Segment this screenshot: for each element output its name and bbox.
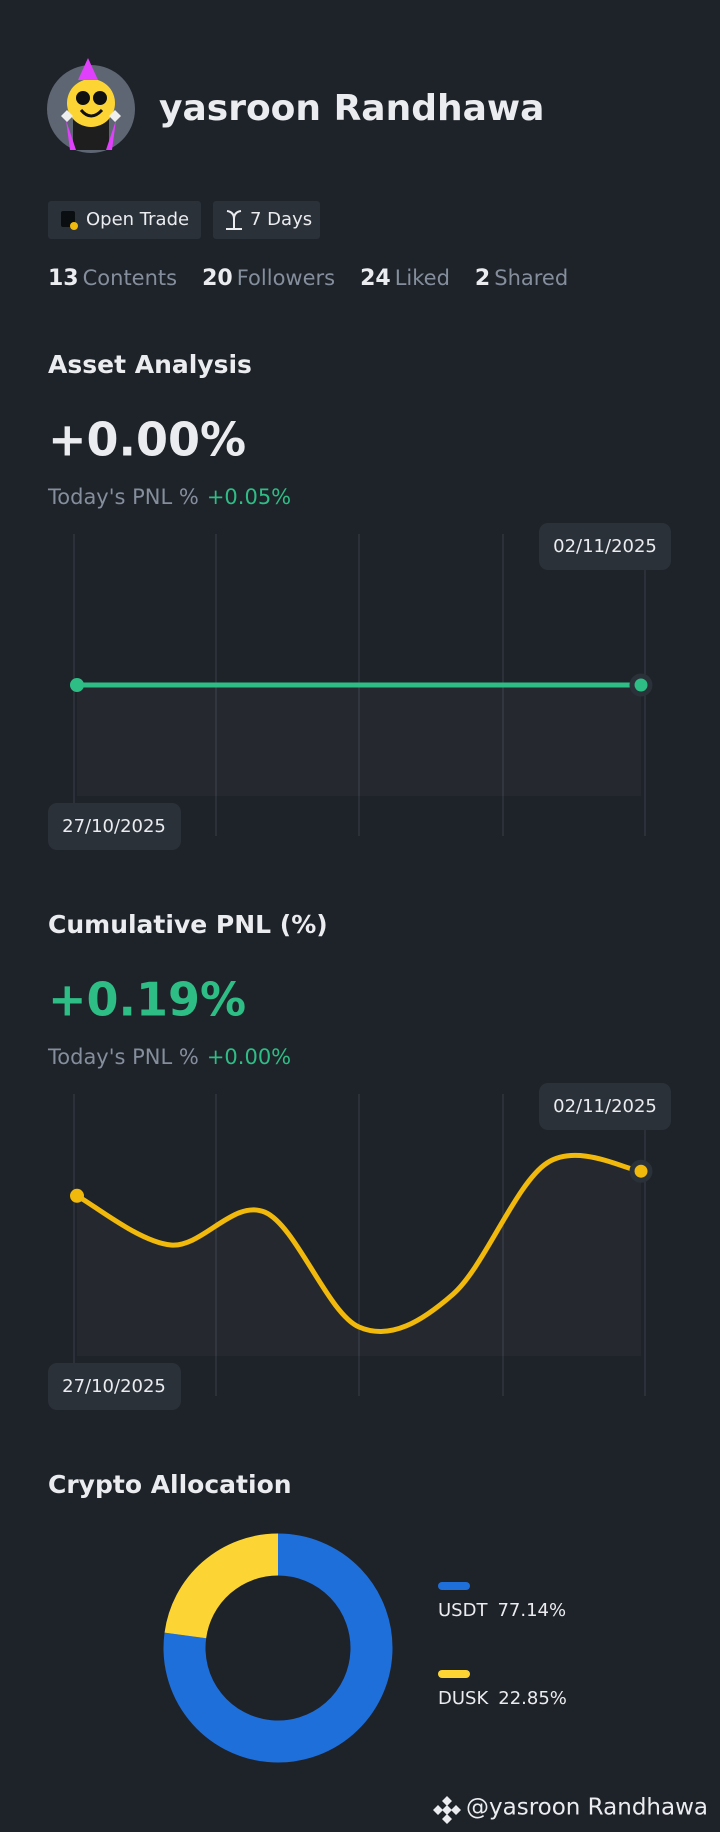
stat-label: Shared (494, 266, 568, 290)
date-label: 27/10/2025 (62, 816, 166, 837)
area-fill (77, 685, 641, 796)
pnl-value: +0.05% (207, 485, 291, 509)
legend-value: 77.14% (497, 1600, 566, 1621)
donut-slice (163, 1533, 393, 1763)
point (70, 678, 84, 692)
legend-label: USDT (438, 1600, 488, 1621)
stats: 13 Contents 20 Followers 24 Liked 2 Shared (48, 266, 568, 291)
date-label: 02/11/2025 (553, 536, 657, 557)
date-tag (539, 523, 671, 570)
stat-label: Followers (237, 266, 335, 290)
pnl-label: Today's PNL % (47, 1045, 199, 1069)
charts: Asset Analysis +0.00% Today's PNL % +0.05% 2… (47, 350, 671, 1763)
badge (48, 201, 201, 239)
stat-count: 24 (360, 266, 391, 291)
legend-label: DUSK (438, 1688, 489, 1709)
stat-label: Contents (83, 266, 177, 290)
date-tag (48, 803, 181, 850)
user-name: yasroon Randhawa (159, 88, 544, 129)
headline-value: +0.19% (48, 973, 246, 1027)
date-tag (48, 1363, 181, 1410)
badge-label: 7 Days (250, 209, 312, 230)
watermark: @yasroon Randhawa (466, 1795, 708, 1821)
section-title: Asset Analysis (48, 350, 252, 379)
headline-value: +0.00% (48, 413, 246, 467)
point (629, 1159, 653, 1183)
stat-label: Liked (395, 266, 450, 290)
date-label: 02/11/2025 (553, 1096, 657, 1117)
date-tag (539, 1083, 671, 1130)
watermark-logo (433, 1796, 461, 1824)
point (70, 1188, 84, 1203)
donut-slice (164, 1533, 279, 1640)
line (74, 1152, 644, 1334)
pnl-label: Today's PNL % (47, 485, 199, 509)
date-label: 27/10/2025 (62, 1376, 166, 1397)
stat-count: 13 (48, 266, 79, 291)
pnl-value: +0.00% (207, 1045, 291, 1069)
point (629, 673, 653, 697)
section-title: Crypto Allocation (48, 1470, 292, 1499)
avatar (47, 58, 135, 153)
badge (213, 201, 320, 239)
legend-value: 22.85% (498, 1688, 567, 1709)
legend-swatch (438, 1582, 470, 1590)
stat-count: 2 (475, 266, 490, 291)
badge-label: Open Trade (86, 209, 189, 230)
section-title: Cumulative PNL (%) (48, 910, 328, 939)
legend-swatch (438, 1670, 470, 1678)
stat-count: 20 (202, 266, 233, 291)
